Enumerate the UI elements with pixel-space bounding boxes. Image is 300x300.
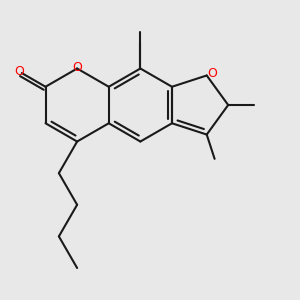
- Text: O: O: [207, 67, 217, 80]
- Text: O: O: [72, 61, 82, 74]
- Text: O: O: [14, 65, 24, 78]
